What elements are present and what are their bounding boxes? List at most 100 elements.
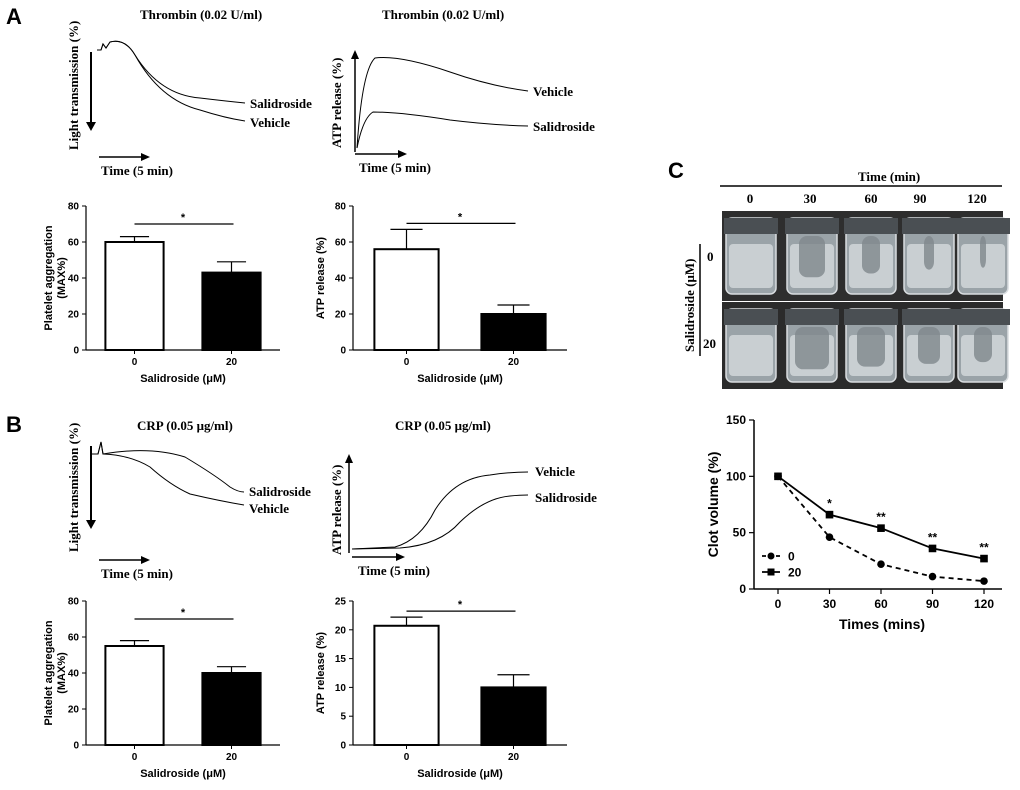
clot-time-column-label: 30 — [804, 191, 817, 206]
test-tube-fluid — [729, 244, 773, 288]
clot-time-column-label: 90 — [914, 191, 927, 206]
clot-time-column-label: 60 — [865, 191, 878, 206]
trace-label-vehicle: Vehicle — [535, 464, 575, 479]
clot — [974, 327, 992, 363]
y-axis-label: ATP release (%) — [315, 237, 327, 319]
trace-label-salidroside: Salidroside — [249, 484, 311, 499]
y-tick-label: 80 — [68, 202, 80, 213]
trace-time-arrowhead — [141, 556, 150, 564]
legend-marker — [767, 568, 775, 576]
trace-curve-salidroside — [92, 441, 245, 493]
line-chart-clot-volume: 0 50 100 150 0 30 60 90 120 Times (mins) Clot volu… — [705, 413, 1002, 632]
x-axis-label: Salidroside (μM) — [140, 768, 226, 780]
panel-letter-c: C — [668, 158, 684, 183]
trace-curve-salidroside — [97, 40, 246, 104]
y-tick-label: 5 — [340, 712, 346, 723]
tube-rim — [844, 309, 898, 325]
series-point-0 — [877, 560, 885, 569]
x-axis-label: Salidroside (μM) — [417, 768, 503, 780]
y-axis-label: (MAX%) — [56, 257, 68, 299]
y-tick-label: 0 — [340, 741, 346, 752]
x-axis-label: Salidroside (μM) — [140, 373, 226, 385]
series-point-20 — [825, 510, 834, 519]
bar — [104, 241, 165, 351]
tube-rim — [724, 309, 778, 325]
legend-label: 20 — [788, 566, 802, 580]
panel-letter-a: A — [6, 4, 22, 29]
y-tick-label: 0 — [73, 346, 79, 357]
x-tick-label: 20 — [226, 752, 238, 763]
trace-curve-vehicle — [97, 40, 246, 122]
x-tick-label: 0 — [775, 597, 782, 611]
y-tick-label: 80 — [335, 202, 347, 213]
y-axis-label: Platelet aggregation — [43, 620, 55, 725]
legend-marker — [767, 552, 775, 560]
trace-y-arrowhead — [86, 122, 96, 131]
significance-marker: * — [458, 599, 463, 611]
clot — [862, 236, 880, 274]
y-tick-label: 20 — [68, 310, 80, 321]
legend-label: 0 — [788, 550, 795, 564]
clot — [924, 236, 934, 270]
series-point-0 — [928, 572, 937, 581]
x-tick-label: 20 — [508, 752, 520, 763]
trace-a-atp-release: Thrombin (0.02 U/ml) ATP release (%) Tim… — [329, 7, 595, 175]
series-point-20 — [774, 472, 782, 481]
significance-marker: * — [458, 211, 463, 223]
clot-time-column-label: 0 — [747, 191, 754, 206]
tube-rim — [902, 309, 956, 325]
tube-rim — [785, 309, 839, 325]
significance-marker: * — [181, 212, 186, 224]
y-tick-label: 0 — [739, 582, 746, 596]
y-tick-label: 150 — [726, 413, 746, 427]
trace-label-salidroside: Salidroside — [535, 490, 597, 505]
significance-marker: * — [181, 607, 186, 619]
x-tick-label: 120 — [974, 597, 994, 611]
trace-time-arrowhead — [141, 153, 150, 161]
trace-y-axis-label: ATP release (%) — [329, 465, 344, 556]
trace-time-label: Time (5 min) — [358, 563, 430, 578]
bar-chart-b-aggregation: 0 20 40 60 80 0 20 * Salidroside (μM) Platelet ag… — [43, 597, 280, 780]
x-tick-label: 90 — [926, 597, 940, 611]
trace-a-light-transmission: Thrombin (0.02 U/ml) Light transmission … — [66, 7, 312, 178]
x-tick-label: 30 — [823, 597, 837, 611]
x-axis-label: Salidroside (μM) — [417, 373, 503, 385]
clot-photo-grid: Time (min) 0 30 60 90 120 Salidroside (μ… — [682, 169, 1010, 389]
clot-row-label: 20 — [703, 336, 716, 351]
trace-time-label: Time (5 min) — [101, 566, 173, 581]
y-tick-label: 60 — [68, 238, 80, 249]
x-tick-label: 20 — [508, 357, 520, 368]
significance-marker: ** — [979, 541, 989, 555]
clot — [795, 327, 829, 370]
clot-time-header: Time (min) — [858, 169, 920, 184]
tube-rim — [844, 218, 898, 234]
y-tick-label: 40 — [68, 669, 80, 680]
bar — [201, 271, 262, 352]
trace-time-label: Time (5 min) — [359, 160, 431, 175]
y-tick-label: 40 — [335, 274, 347, 285]
trace-y-arrowhead — [351, 50, 359, 59]
trace-curve-vehicle — [351, 471, 529, 550]
test-tube-fluid — [729, 335, 773, 376]
bar — [201, 672, 262, 746]
trace-label-vehicle: Vehicle — [533, 84, 573, 99]
y-axis-label: ATP release (%) — [315, 632, 327, 714]
trace-label-vehicle: Vehicle — [250, 115, 290, 130]
tube-rim — [724, 218, 778, 234]
y-tick-label: 60 — [335, 238, 347, 249]
trace-y-arrowhead — [345, 454, 353, 463]
y-tick-label: 0 — [340, 346, 346, 357]
trace-y-axis-label: Light transmission (%) — [66, 21, 81, 150]
clot-row-label: 0 — [707, 249, 714, 264]
series-point-20 — [980, 554, 988, 563]
y-axis-label: Platelet aggregation — [43, 225, 55, 330]
trace-b-atp-release: CRP (0.05 μg/ml) ATP release (%) Time (5… — [329, 418, 597, 578]
x-tick-label: 0 — [132, 752, 138, 763]
significance-marker: ** — [876, 510, 886, 524]
y-tick-label: 0 — [73, 741, 79, 752]
bar-chart-a-aggregation: 0 20 40 60 80 0 20 * Salidroside (μM) Platelet ag… — [43, 202, 280, 385]
panel-letter-b: B — [6, 412, 22, 437]
y-tick-label: 20 — [68, 705, 80, 716]
tube-rim — [956, 218, 1010, 234]
trace-title: Thrombin (0.02 U/ml) — [140, 7, 262, 22]
